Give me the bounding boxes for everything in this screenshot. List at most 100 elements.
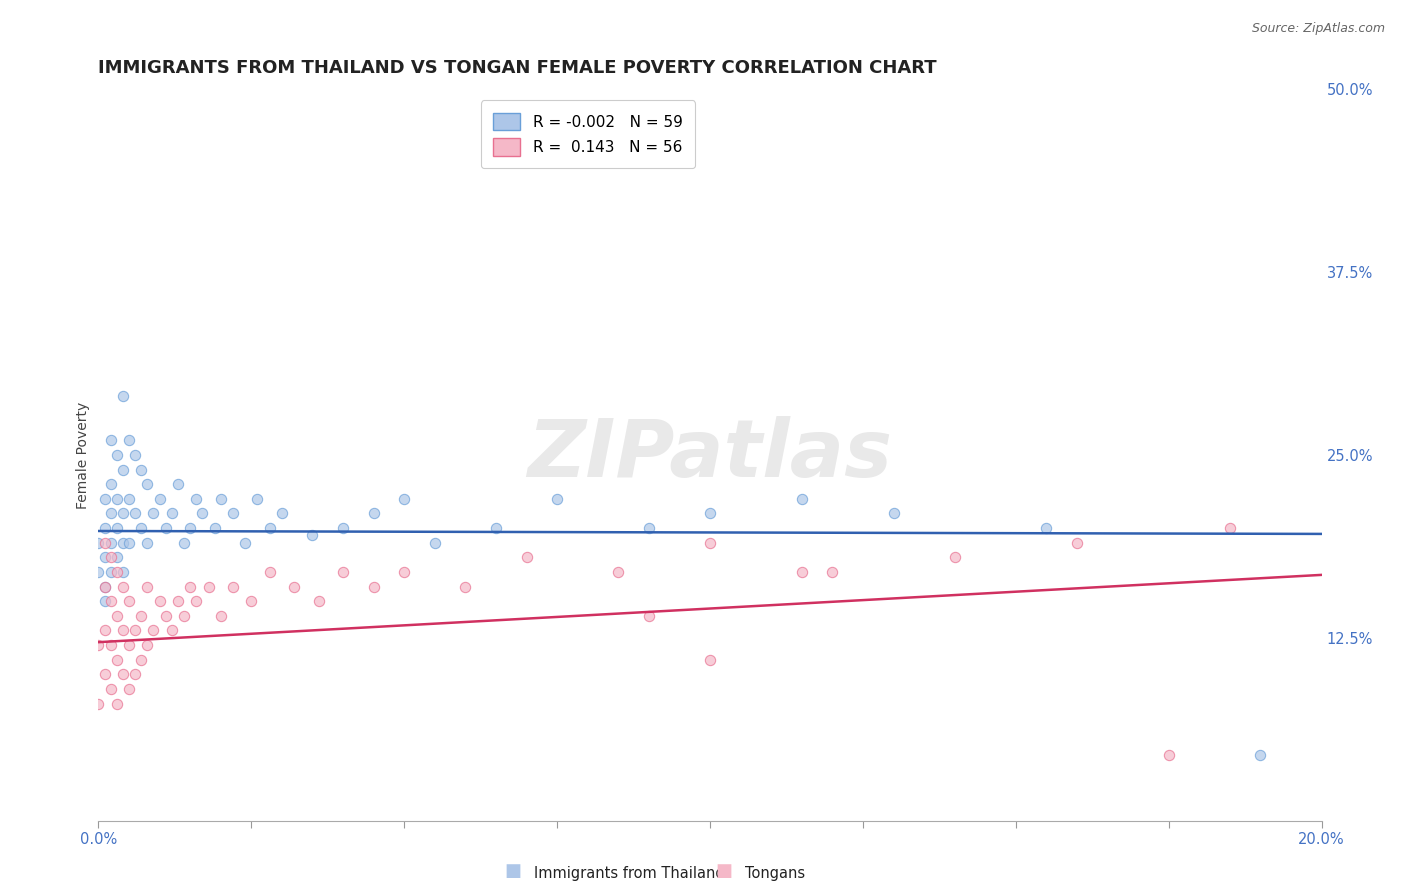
Point xyxy=(363,580,385,594)
Point xyxy=(129,653,152,667)
Point xyxy=(222,507,245,521)
Point xyxy=(93,550,115,565)
Point xyxy=(136,477,159,491)
Point xyxy=(233,535,256,549)
Point xyxy=(790,491,813,506)
Point xyxy=(111,565,134,579)
Point xyxy=(142,507,165,521)
Point xyxy=(179,580,201,594)
Point xyxy=(118,638,141,652)
Point xyxy=(93,594,115,608)
Point xyxy=(124,624,146,638)
Point xyxy=(197,580,219,594)
Point xyxy=(160,507,183,521)
Point xyxy=(100,507,122,521)
Point xyxy=(105,565,128,579)
Point xyxy=(118,594,141,608)
Point xyxy=(283,580,305,594)
Point xyxy=(607,565,630,579)
Point xyxy=(179,521,201,535)
Point xyxy=(105,608,128,623)
Point xyxy=(699,535,721,549)
Point xyxy=(149,491,172,506)
Point xyxy=(155,608,177,623)
Point xyxy=(111,624,134,638)
Point xyxy=(87,565,110,579)
Point xyxy=(93,491,115,506)
Text: ■: ■ xyxy=(505,862,522,880)
Point xyxy=(118,491,141,506)
Point xyxy=(222,580,245,594)
Point xyxy=(790,565,813,579)
Point xyxy=(105,653,128,667)
Point xyxy=(93,535,115,549)
Point xyxy=(93,667,115,681)
Point xyxy=(883,507,905,521)
Point xyxy=(1219,521,1241,535)
Point xyxy=(173,535,195,549)
Point xyxy=(332,521,354,535)
Point xyxy=(111,507,134,521)
Point xyxy=(105,521,128,535)
Point xyxy=(699,507,721,521)
Point xyxy=(111,580,134,594)
Point xyxy=(167,594,190,608)
Point xyxy=(87,535,110,549)
Point xyxy=(87,697,110,711)
Point xyxy=(246,491,269,506)
Point xyxy=(173,608,195,623)
Point xyxy=(637,608,661,623)
Point xyxy=(93,580,115,594)
Point xyxy=(191,507,214,521)
Text: Source: ZipAtlas.com: Source: ZipAtlas.com xyxy=(1251,22,1385,36)
Point xyxy=(124,448,146,462)
Point xyxy=(209,491,232,506)
Point xyxy=(454,580,477,594)
Point xyxy=(186,491,208,506)
Point xyxy=(87,638,110,652)
Point xyxy=(204,521,226,535)
Point xyxy=(136,535,159,549)
Point xyxy=(124,507,146,521)
Point xyxy=(301,528,323,542)
Text: ■: ■ xyxy=(716,862,733,880)
Point xyxy=(100,550,122,565)
Point xyxy=(392,491,416,506)
Point xyxy=(699,653,721,667)
Point xyxy=(129,608,152,623)
Point xyxy=(1035,521,1057,535)
Point xyxy=(100,681,122,696)
Point xyxy=(129,521,152,535)
Point xyxy=(100,535,122,549)
Point xyxy=(118,535,141,549)
Point xyxy=(240,594,263,608)
Point xyxy=(516,550,538,565)
Point xyxy=(100,565,122,579)
Point xyxy=(105,550,128,565)
Point xyxy=(363,507,385,521)
Point xyxy=(308,594,330,608)
Legend: R = -0.002   N = 59, R =  0.143   N = 56: R = -0.002 N = 59, R = 0.143 N = 56 xyxy=(481,101,695,168)
Point xyxy=(821,565,844,579)
Point xyxy=(93,624,115,638)
Point xyxy=(129,462,152,476)
Point xyxy=(111,389,134,403)
Point xyxy=(392,565,416,579)
Point xyxy=(186,594,208,608)
Point xyxy=(93,521,115,535)
Point xyxy=(167,477,190,491)
Point xyxy=(105,448,128,462)
Point xyxy=(93,580,115,594)
Point xyxy=(259,565,281,579)
Point xyxy=(142,624,165,638)
Y-axis label: Female Poverty: Female Poverty xyxy=(76,401,90,508)
Point xyxy=(118,681,141,696)
Point xyxy=(155,521,177,535)
Point xyxy=(209,608,232,623)
Point xyxy=(124,667,146,681)
Point xyxy=(485,521,508,535)
Point xyxy=(149,594,172,608)
Point xyxy=(111,462,134,476)
Point xyxy=(943,550,966,565)
Point xyxy=(1249,747,1271,762)
